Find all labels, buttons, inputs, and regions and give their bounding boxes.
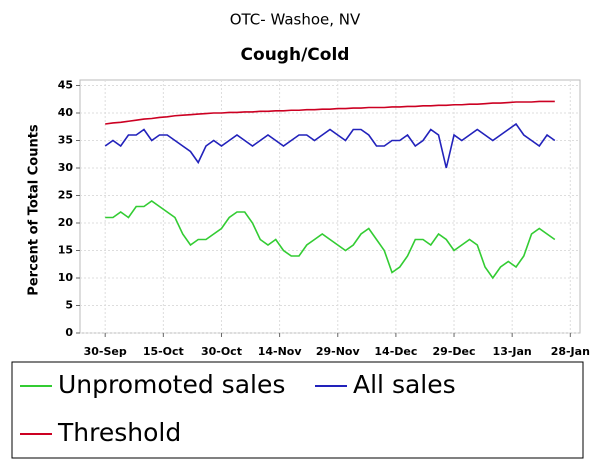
- series-line: [105, 100, 555, 125]
- y-tick-label: 10: [58, 271, 74, 284]
- y-tick-label: 25: [58, 189, 73, 202]
- legend-label: All sales: [353, 370, 456, 399]
- y-tick-label: 30: [58, 161, 74, 174]
- legend-label: Unpromoted sales: [58, 370, 285, 399]
- x-tick-label: 29-Nov: [316, 345, 361, 358]
- y-tick-label: 40: [58, 106, 74, 119]
- x-tick-label: 14-Nov: [258, 345, 303, 358]
- x-tick-label: 30-Oct: [201, 345, 242, 358]
- y-axis-label: Percent of Total Counts: [27, 124, 42, 296]
- series-line: [104, 122, 556, 169]
- y-tick-label: 35: [58, 134, 73, 147]
- chart-subtitle: Cough/Cold: [241, 45, 350, 65]
- x-tick-label: 29-Dec: [433, 345, 476, 358]
- x-tick-label: 13-Jan: [493, 345, 532, 358]
- x-tick-label: 28-Jan: [551, 345, 590, 358]
- plot-area: [79, 79, 581, 334]
- legend-label: Threshold: [57, 418, 181, 447]
- y-tick-label: 0: [65, 326, 73, 339]
- series-line: [105, 200, 556, 280]
- legend: [11, 361, 584, 459]
- x-tick-label: 14-Dec: [374, 345, 417, 358]
- x-tick-label: 30-Sep: [84, 345, 127, 358]
- y-tick-label: 5: [65, 299, 73, 312]
- x-tick-label: 15-Oct: [143, 345, 184, 358]
- y-tick-label: 20: [58, 216, 74, 229]
- chart-title: OTC- Washoe, NV: [230, 11, 361, 29]
- y-tick-label: 15: [58, 244, 73, 257]
- y-tick-label: 45: [58, 79, 73, 92]
